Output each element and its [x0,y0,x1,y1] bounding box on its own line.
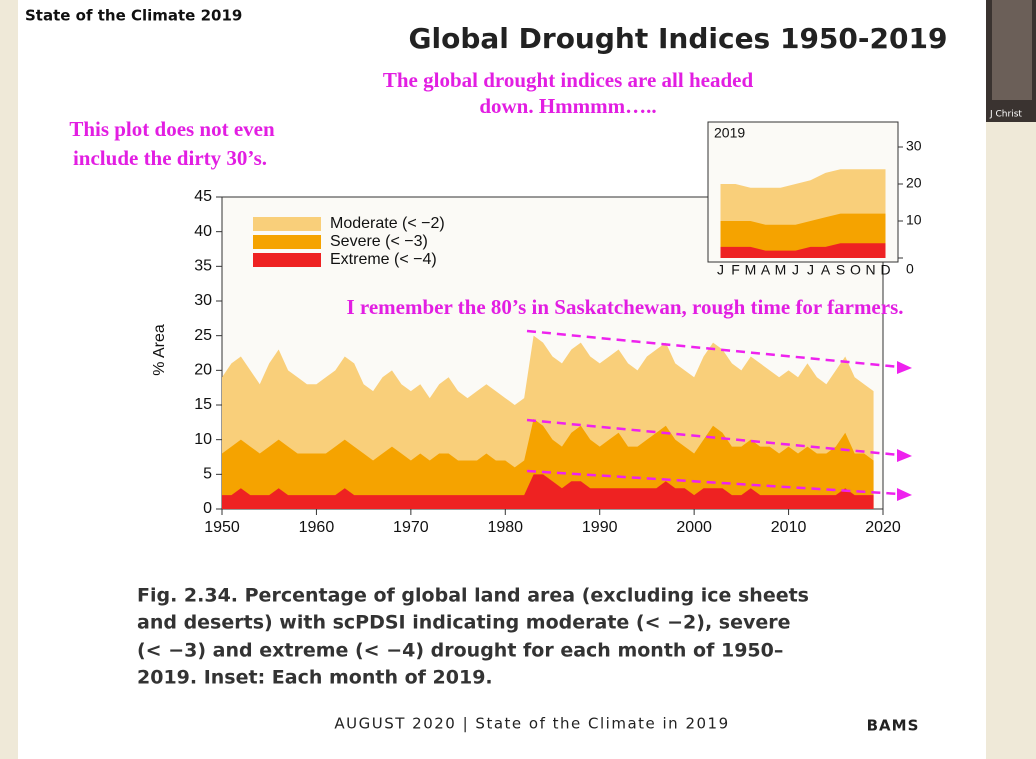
x-tick-label: 1980 [487,519,523,536]
area [720,243,886,258]
legend-label: Extreme (< −4) [330,251,437,268]
legend-swatch [253,235,321,249]
area [222,474,874,509]
y-tick-label: 20 [906,175,922,191]
x-tick-label: J [807,262,814,278]
annotation: I remember the 80’s in Saskatchewan, rou… [346,295,903,319]
y-axis-label: % Area [151,324,168,376]
y-tick-label: 45 [194,188,212,205]
legend-label: Severe (< −3) [330,233,428,250]
y-tick-label: 5 [203,466,212,483]
x-tick-label: S [836,262,845,278]
annotation: The global drought indices are all heade… [383,68,754,92]
x-tick-label: 2000 [676,519,712,536]
caption-line: Fig. 2.34. Percentage of global land are… [137,585,809,607]
x-tick-label: 1970 [393,519,429,536]
y-tick-label: 0 [203,500,212,517]
x-tick-label: A [761,262,771,278]
inset-title: 2019 [714,125,745,141]
y-tick-label: 40 [194,223,212,240]
area [222,418,874,509]
x-tick-label: D [880,262,890,278]
arrow-heads [897,361,912,501]
slide-title: Global Drought Indices 1950-2019 [409,22,948,55]
annotation: down. Hmmmm….. [479,94,656,118]
x-tick-label: J [717,262,724,278]
x-tick-label: F [731,262,740,278]
trend-arrows [526,329,901,496]
y-tick-label: 15 [194,396,212,413]
footer: AUGUST 2020 | State of the Climate in 20… [334,715,729,733]
legend-swatch [253,217,321,231]
legend-label: Moderate (< −2) [330,215,445,232]
y-tick-label: 35 [194,258,212,275]
logo: BAMS [867,717,920,735]
y-tick-label: 10 [194,431,212,448]
x-tick-label: N [865,262,875,278]
y-tick-label: 30 [906,138,922,154]
y-tick-label: 20 [194,362,212,379]
x-tick-label: 1990 [582,519,618,536]
x-tick-label: O [850,262,861,278]
y-tick-label: 25 [194,327,212,344]
annotation: This plot does not even [69,117,275,141]
caption-line: (< −3) and extreme (< −4) drought for ea… [137,640,783,662]
legend-swatch [253,253,321,267]
x-tick-label: 2010 [771,519,807,536]
y-tick-label: 30 [194,292,212,309]
x-tick-label: M [775,262,787,278]
caption-line: 2019. Inset: Each month of 2019. [137,667,493,689]
caption: Fig. 2.34. Percentage of global land are… [137,585,809,689]
annotation: include the dirty 30’s. [73,146,267,170]
x-tick-label: 1950 [204,519,240,536]
x-tick-label: 1960 [299,519,335,536]
x-tick-label: A [821,262,831,278]
x-tick-label: 2020 [865,519,901,536]
x-tick-label: M [745,262,757,278]
x-tick-label: J [792,262,799,278]
caption-line: and deserts) with scPDSI indicating mode… [137,612,791,634]
y-tick-label: 0 [906,261,914,277]
video-label: J Christ [989,110,1022,120]
y-tick-label: 10 [906,212,922,228]
slide-header: State of the Climate 2019 [25,7,242,25]
video-person [992,0,1032,100]
